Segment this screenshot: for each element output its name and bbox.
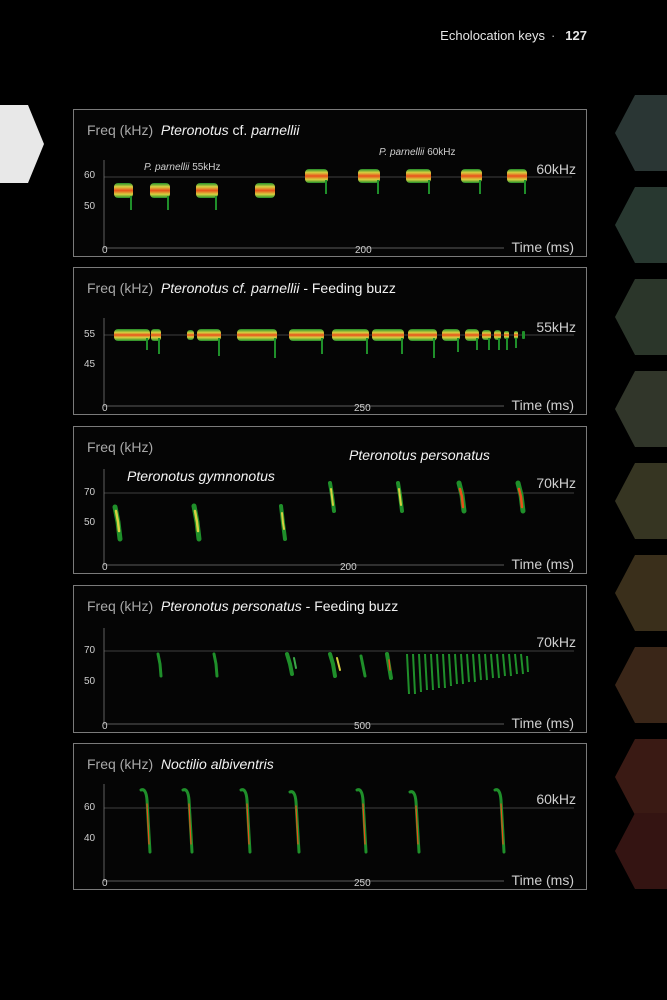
- spectrogram-plot: [103, 469, 574, 566]
- x-tick: 250: [354, 878, 371, 889]
- freq-marker: 55kHz: [536, 319, 576, 335]
- y-tick: 60: [84, 802, 96, 813]
- y-tick: 60: [84, 170, 96, 181]
- spectrogram-panel-2: Freq (kHz) Pteronotus cf. parnellii - Fe…: [73, 267, 587, 415]
- species-label-personatus: Pteronotus personatus: [349, 447, 490, 463]
- spectrogram-panel-4: Freq (kHz) Pteronotus personatus - Feedi…: [73, 585, 587, 733]
- panel-title: Freq (kHz) Noctilio albiventris: [87, 756, 274, 772]
- spectrogram-plot: [103, 628, 574, 725]
- spectrogram-plot: [103, 318, 574, 407]
- section-title: Echolocation keys: [440, 28, 545, 43]
- y-tick: 45: [84, 359, 96, 370]
- spectrogram-panel-1: Freq (kHz) Pteronotus cf. parnellii P. p…: [73, 109, 587, 257]
- spectrogram-panel-5: Freq (kHz) Noctilio albiventris 60kHz 60…: [73, 743, 587, 890]
- panel-title: Freq (kHz) Pteronotus cf. parnellii - Fe…: [87, 280, 396, 296]
- time-axis-label: Time (ms): [511, 556, 574, 572]
- y-tick: 70: [84, 487, 96, 498]
- freq-marker: 70kHz: [536, 634, 576, 650]
- header-separator: ·: [550, 28, 556, 43]
- x-tick: 500: [354, 721, 371, 732]
- species-label-gymnonotus: Pteronotus gymnonotus: [127, 468, 275, 484]
- freq-marker: 60kHz: [536, 161, 576, 177]
- x-tick: 0: [102, 721, 108, 732]
- freq-marker: 60kHz: [536, 791, 576, 807]
- running-header: Echolocation keys · 127: [440, 28, 587, 43]
- echolocation-calls: [114, 329, 525, 358]
- panel-title: Freq (kHz) Pteronotus personatus - Feedi…: [87, 598, 399, 614]
- page-number: 127: [565, 28, 587, 43]
- y-tick: 50: [84, 676, 96, 687]
- chapter-hex-strip: [615, 95, 667, 889]
- annotation-60khz: P. parnellii 60kHz: [379, 147, 456, 158]
- x-tick: 0: [102, 403, 108, 414]
- y-tick: 70: [84, 645, 96, 656]
- echolocation-calls: [139, 788, 506, 854]
- chapter-tab-icon: [0, 105, 44, 183]
- x-tick: 200: [355, 245, 372, 256]
- y-tick: 50: [84, 201, 96, 212]
- x-tick: 0: [102, 245, 108, 256]
- y-tick: 50: [84, 517, 96, 528]
- spectrogram-plot: [103, 160, 572, 249]
- spectrogram-panel-3: Freq (kHz) Pteronotus gymnonotus Pterono…: [73, 426, 587, 574]
- freq-marker: 70kHz: [536, 475, 576, 491]
- echolocation-calls: [112, 480, 526, 542]
- x-tick: 200: [340, 562, 357, 573]
- annotation-55khz: P. parnellii 55kHz: [144, 162, 221, 173]
- time-axis-label: Time (ms): [511, 239, 574, 255]
- spectrogram-plot: [103, 784, 574, 882]
- y-tick: 40: [84, 833, 96, 844]
- time-axis-label: Time (ms): [511, 715, 574, 731]
- time-axis-label: Time (ms): [511, 872, 574, 888]
- x-tick: 0: [102, 562, 108, 573]
- x-tick: 250: [354, 403, 371, 414]
- y-tick: 55: [84, 329, 96, 340]
- x-tick: 0: [102, 878, 108, 889]
- echolocation-calls: [114, 169, 527, 210]
- panel-title: Freq (kHz) Pteronotus cf. parnellii: [87, 122, 300, 138]
- time-axis-label: Time (ms): [511, 397, 574, 413]
- feeding-buzz-calls: [406, 653, 529, 695]
- echolocation-calls: [156, 652, 393, 680]
- panel-title: Freq (kHz): [87, 439, 154, 455]
